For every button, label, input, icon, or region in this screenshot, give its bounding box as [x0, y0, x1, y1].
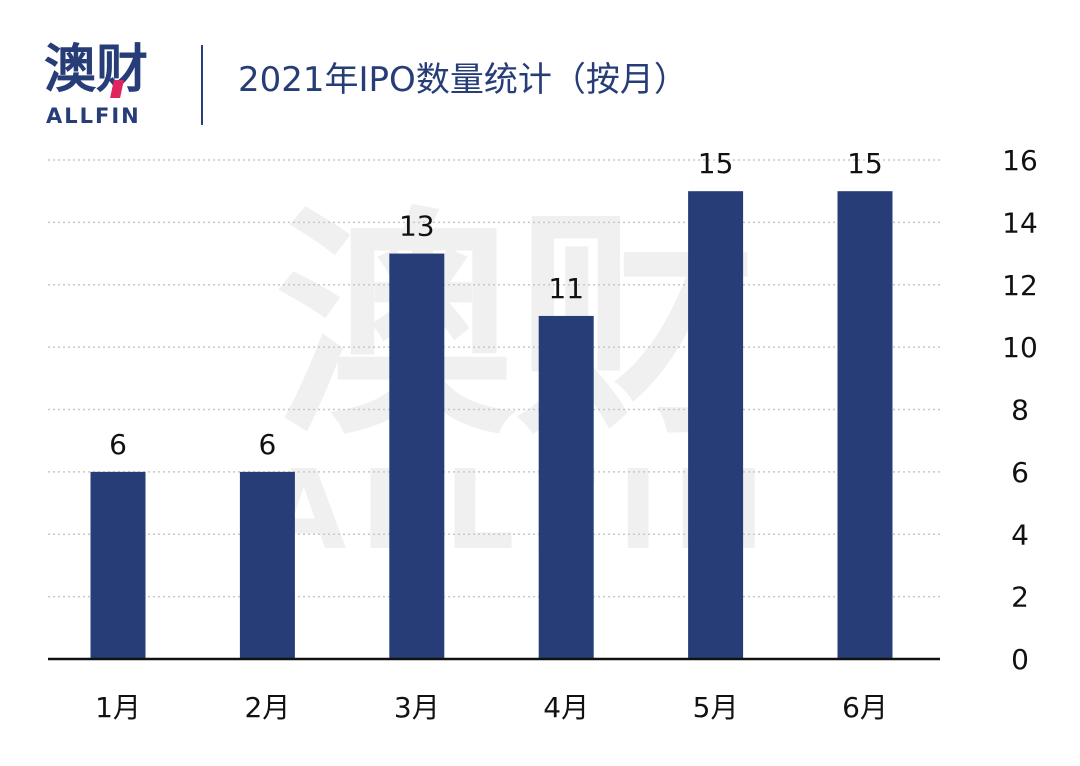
- x-tick-label: 1月: [95, 691, 141, 724]
- y-tick-label: 16: [1002, 144, 1038, 177]
- x-tick-label: 2月: [244, 691, 290, 724]
- bar: [239, 471, 295, 659]
- bar-value-label: 6: [109, 428, 127, 461]
- chart-title: 2021年IPO数量统计（按月）: [238, 60, 688, 100]
- bar: [688, 191, 744, 659]
- bar: [837, 191, 893, 659]
- watermark-english: ALLFIN: [261, 446, 778, 574]
- bar: [538, 315, 594, 659]
- y-tick-label: 2: [1011, 581, 1029, 614]
- watermark: 澳财 ALLFIN: [261, 187, 778, 574]
- y-tick-label: 12: [1002, 269, 1038, 302]
- y-tick-label: 14: [1002, 206, 1038, 239]
- bar: [389, 253, 445, 659]
- x-tick-label: 4月: [543, 691, 589, 724]
- watermark-chinese: 澳财: [275, 187, 755, 467]
- x-tick-label: 3月: [394, 691, 440, 724]
- bar: [90, 471, 146, 659]
- bar-value-label: 13: [399, 210, 435, 243]
- y-tick-label: 10: [1002, 331, 1038, 364]
- data-labels: 6 6 13 11 15 15: [109, 147, 883, 461]
- bar-value-label: 15: [847, 147, 883, 180]
- brand-logo-chinese: 澳财: [44, 40, 149, 100]
- y-tick-label: 8: [1011, 394, 1029, 427]
- bar-value-label: 6: [258, 428, 276, 461]
- y-tick-label: 6: [1011, 456, 1029, 489]
- bar-value-label: 15: [698, 147, 734, 180]
- y-tick-label: 4: [1011, 518, 1029, 551]
- header: 澳财 ALLFIN 2021年IPO数量统计（按月）: [0, 0, 1080, 140]
- bar-value-label: 11: [548, 272, 584, 305]
- y-axis-ticks: 0 2 4 6 8 10 12 14 16: [1002, 144, 1038, 676]
- gridlines: [48, 159, 940, 598]
- brand-logo-english: ALLFIN: [46, 104, 141, 128]
- header-divider: [201, 45, 203, 125]
- x-tick-label: 6月: [842, 691, 888, 724]
- x-tick-label: 5月: [693, 691, 739, 724]
- bars: [90, 191, 893, 659]
- y-tick-label: 0: [1011, 643, 1029, 676]
- x-axis-ticks: 1月 2月 3月 4月 5月 6月: [95, 691, 888, 724]
